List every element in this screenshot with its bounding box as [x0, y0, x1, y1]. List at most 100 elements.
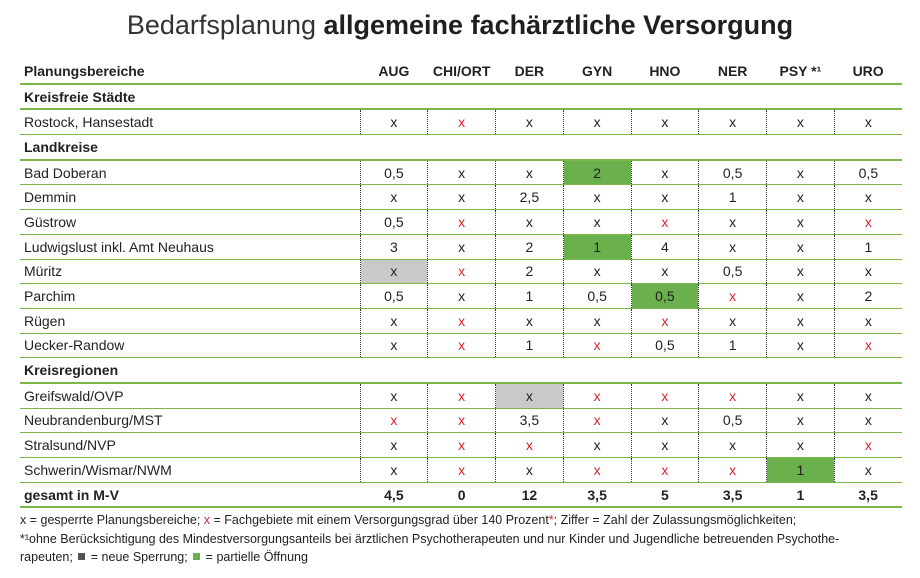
- total-cell: 3,5: [698, 482, 767, 509]
- table-cell: x: [630, 259, 699, 285]
- table-cell: 1: [562, 234, 631, 260]
- column-header: URO: [834, 59, 902, 85]
- column-header-planungsbereiche: Planungsbereiche: [20, 59, 360, 85]
- table-cell: x: [562, 308, 631, 334]
- table-cell: x: [833, 308, 902, 334]
- row-name: Neubrandenburg/MST: [20, 408, 360, 434]
- table-cell: x: [495, 109, 564, 136]
- table-row: Müritz x x 2 x x 0,5 x x: [20, 259, 902, 285]
- table-cell: x: [833, 333, 902, 359]
- table-cell: x: [630, 184, 699, 211]
- section-title: Kreisfreie Städte: [20, 83, 902, 111]
- table-cell: x: [427, 234, 496, 260]
- table-cell: 1: [833, 234, 902, 260]
- column-header: CHI/ORT: [427, 59, 496, 85]
- table-cell: 3: [359, 234, 428, 260]
- table-row: Rügen x x x x x x x x: [20, 308, 902, 334]
- table-cell: 0,5: [630, 283, 699, 309]
- table-cell: x: [766, 333, 835, 359]
- table-cell: x: [630, 109, 699, 136]
- title-normal: Bedarfsplanung: [126, 10, 324, 40]
- table-cell: x: [766, 382, 835, 409]
- table-cell: 0,5: [698, 159, 767, 186]
- row-name: Bad Doberan: [20, 159, 360, 186]
- total-cell: 12: [495, 482, 564, 509]
- table-row: Rostock, Hansestadt x x x x x x x x: [20, 109, 902, 136]
- table-cell: x: [630, 159, 699, 186]
- row-name: Demmin: [20, 184, 360, 211]
- footnote-star: *: [548, 513, 554, 527]
- footnote-text-5: rapeuten;: [20, 550, 77, 564]
- table-cell: x: [833, 408, 902, 434]
- table-cell: x: [495, 382, 564, 409]
- row-name: Stralsund/NVP: [20, 432, 360, 458]
- table-cell: x: [427, 382, 496, 409]
- table-cell: x: [562, 333, 631, 359]
- table-cell: 0,5: [359, 159, 428, 186]
- table-row: Stralsund/NVP x x x x x x x x: [20, 432, 902, 458]
- table-row: Parchim 0,5 x 1 0,5 0,5 x x 2: [20, 283, 902, 309]
- table-cell: 2: [495, 259, 564, 285]
- table-cell: x: [495, 457, 564, 483]
- table-cell: 3,5: [495, 408, 564, 434]
- table-cell: x: [427, 109, 496, 136]
- table-cell: x: [495, 308, 564, 334]
- section-title: Kreisregionen: [20, 357, 902, 384]
- table-cell: x: [766, 408, 835, 434]
- table-cell: 0,5: [562, 283, 631, 309]
- table-cell: x: [698, 432, 767, 458]
- table-cell: 0,5: [833, 159, 902, 186]
- table-cell: x: [766, 184, 835, 211]
- table-cell: x: [698, 209, 767, 235]
- footnote-gray-legend: = neue Sperrung;: [87, 550, 192, 564]
- table-cell: x: [698, 234, 767, 260]
- table-cell: x: [427, 259, 496, 285]
- table-cell: 2: [833, 283, 902, 309]
- table-cell: x: [427, 432, 496, 458]
- table-cell: x: [698, 308, 767, 334]
- table-cell: x: [766, 259, 835, 285]
- table-row: Schwerin/Wismar/NWM x x x x x x 1 x: [20, 457, 902, 483]
- table-cell: x: [562, 457, 631, 483]
- row-name: Rügen: [20, 308, 360, 334]
- table-cell: 0,5: [698, 259, 767, 285]
- table-cell: x: [766, 209, 835, 235]
- section-title: Landkreise: [20, 134, 902, 161]
- table-row: Bad Doberan 0,5 x x 2 x 0,5 x 0,5: [20, 159, 902, 186]
- section-row: Kreisregionen: [20, 357, 902, 384]
- header-row: Planungsbereiche AUG CHI/ORT DER GYN HNO NER PS…: [20, 59, 902, 85]
- table-cell: x: [562, 209, 631, 235]
- table-cell: x: [630, 457, 699, 483]
- table-row: Neubrandenburg/MST x x 3,5 x x 0,5 x x: [20, 408, 902, 434]
- table-cell: x: [359, 184, 428, 211]
- row-name: Parchim: [20, 283, 360, 309]
- table-cell: x: [630, 432, 699, 458]
- table-cell: x: [562, 408, 631, 434]
- table-cell: x: [630, 382, 699, 409]
- table-cell: 1: [698, 333, 767, 359]
- footnote-green-legend: = partielle Öffnung: [202, 550, 308, 564]
- table-cell: x: [427, 184, 496, 211]
- table-cell: x: [359, 333, 428, 359]
- table-cell: 0,5: [359, 209, 428, 235]
- table-cell: x: [833, 457, 902, 483]
- table-cell: x: [359, 259, 428, 285]
- page-title: Bedarfsplanung allgemeine fachärztliche …: [0, 10, 920, 41]
- table-cell: x: [562, 259, 631, 285]
- column-header: AUG: [360, 59, 428, 85]
- table-cell: x: [766, 308, 835, 334]
- table-cell: x: [833, 382, 902, 409]
- table-cell: x: [427, 159, 496, 186]
- table-cell: x: [495, 159, 564, 186]
- table-cell: x: [562, 109, 631, 136]
- table-cell: x: [698, 382, 767, 409]
- row-name: Müritz: [20, 259, 360, 285]
- table-cell: x: [562, 382, 631, 409]
- table-cell: x: [359, 382, 428, 409]
- table-cell: x: [766, 234, 835, 260]
- row-name: Ludwigslust inkl. Amt Neuhaus: [20, 234, 360, 260]
- total-label: gesamt in M-V: [20, 482, 360, 509]
- green-square-icon: [193, 553, 201, 560]
- table-cell: x: [562, 184, 631, 211]
